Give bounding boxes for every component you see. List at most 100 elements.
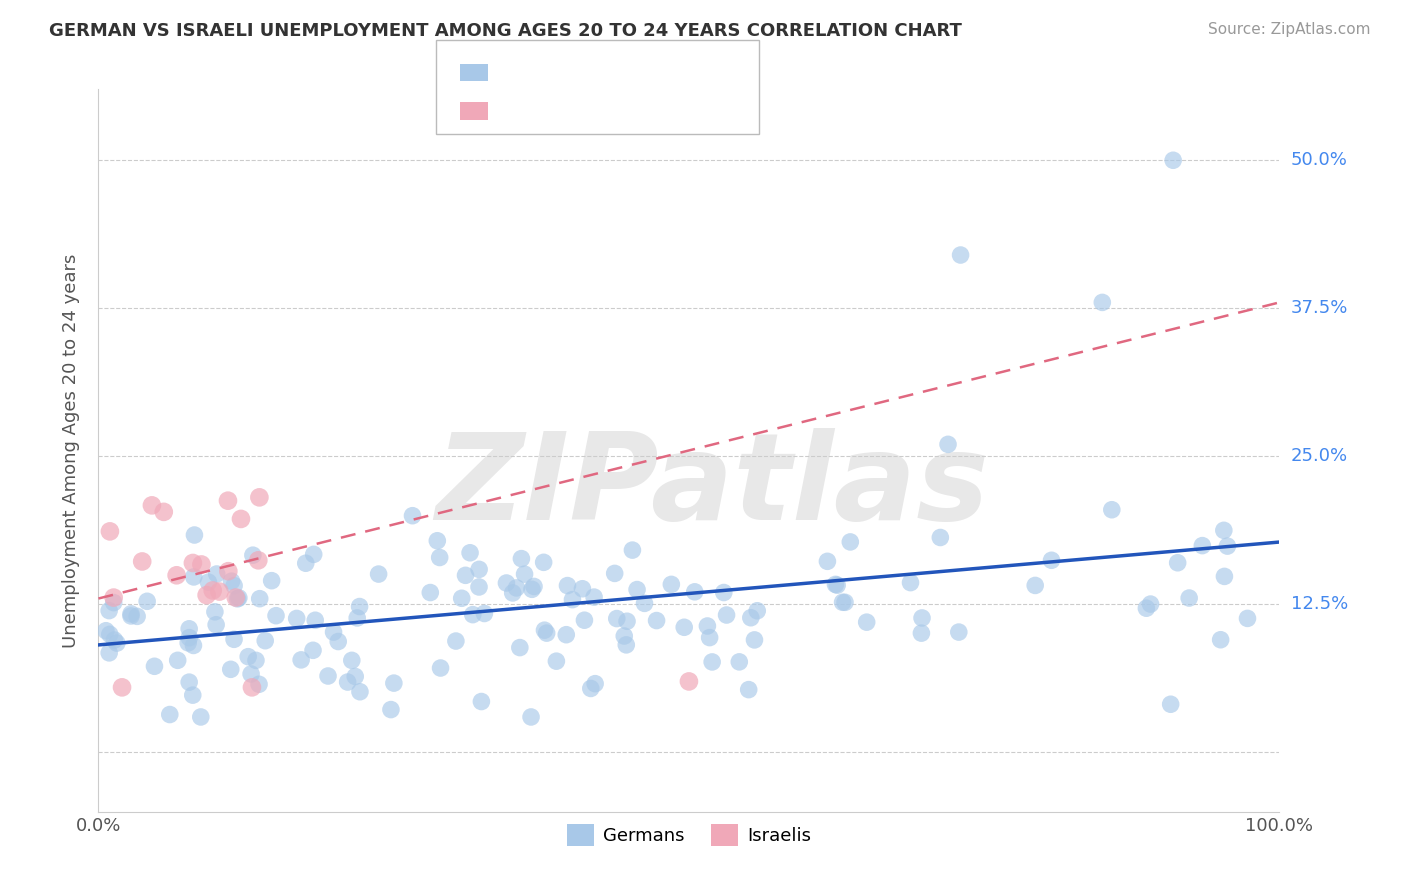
Point xyxy=(557,578,579,592)
Point xyxy=(221,574,243,589)
Point xyxy=(285,611,308,625)
Point xyxy=(201,583,224,598)
Point xyxy=(302,547,325,561)
Point xyxy=(1139,597,1161,611)
Point xyxy=(254,633,277,648)
Point xyxy=(1101,502,1123,516)
Point xyxy=(911,611,934,625)
Point xyxy=(824,577,846,591)
Point xyxy=(217,564,239,578)
Point xyxy=(181,688,204,702)
Point xyxy=(696,619,718,633)
Point xyxy=(179,631,201,645)
Point xyxy=(217,493,239,508)
Point xyxy=(322,625,344,640)
Point xyxy=(1191,539,1213,553)
Text: 25.0%: 25.0% xyxy=(1291,448,1348,466)
Text: 37.5%: 37.5% xyxy=(1291,300,1348,318)
Point xyxy=(505,581,527,595)
Point xyxy=(179,675,201,690)
Point xyxy=(226,591,249,606)
Point xyxy=(659,577,682,591)
Point xyxy=(264,608,287,623)
Point xyxy=(645,614,668,628)
Text: N =: N = xyxy=(603,63,659,82)
Point xyxy=(136,594,159,608)
Point xyxy=(183,570,205,584)
Point xyxy=(103,596,125,610)
Point xyxy=(349,684,371,698)
Point xyxy=(247,553,270,567)
Point xyxy=(1212,524,1234,538)
Point xyxy=(815,554,838,568)
Point xyxy=(247,677,270,691)
Point xyxy=(208,584,231,599)
Point xyxy=(454,568,477,582)
Point xyxy=(179,622,201,636)
Point xyxy=(929,531,952,545)
Point xyxy=(367,567,389,582)
Point xyxy=(304,613,326,627)
Point xyxy=(111,681,134,695)
Point xyxy=(555,628,578,642)
Point xyxy=(533,555,555,569)
Point xyxy=(509,640,531,655)
Point xyxy=(583,590,606,604)
Point xyxy=(336,675,359,690)
Point xyxy=(468,562,491,576)
Point xyxy=(613,629,636,643)
Point xyxy=(183,639,205,653)
Point xyxy=(429,661,451,675)
Point xyxy=(606,611,628,625)
Point xyxy=(936,437,959,451)
Point xyxy=(1178,591,1201,605)
Point xyxy=(260,574,283,588)
Point xyxy=(105,636,128,650)
Point xyxy=(245,653,267,667)
Point xyxy=(683,584,706,599)
Point xyxy=(242,548,264,562)
Point xyxy=(678,674,700,689)
Point xyxy=(349,599,371,614)
Point xyxy=(461,607,484,622)
Text: N =: N = xyxy=(603,101,659,120)
Point xyxy=(238,649,260,664)
Point xyxy=(834,595,856,609)
Point xyxy=(426,533,449,548)
Point xyxy=(1040,553,1063,567)
Point xyxy=(229,512,252,526)
Point xyxy=(380,702,402,716)
Point xyxy=(249,591,271,606)
Point xyxy=(219,662,242,676)
Point xyxy=(240,681,263,695)
Point xyxy=(344,669,367,683)
Point xyxy=(1160,698,1182,712)
Point xyxy=(1024,578,1046,592)
Point xyxy=(744,632,766,647)
Point xyxy=(294,556,316,570)
Point xyxy=(1209,632,1232,647)
Point xyxy=(1236,611,1258,625)
Point xyxy=(143,659,166,673)
Point xyxy=(738,682,761,697)
Point xyxy=(839,535,862,549)
Point xyxy=(382,676,405,690)
Point xyxy=(316,669,339,683)
Point xyxy=(205,566,228,581)
Point xyxy=(225,591,247,605)
Text: 0.124: 0.124 xyxy=(544,101,606,120)
Point xyxy=(302,643,325,657)
Text: 0.267: 0.267 xyxy=(544,63,606,82)
Point xyxy=(204,605,226,619)
Point xyxy=(152,505,174,519)
Point xyxy=(728,655,751,669)
Point xyxy=(98,627,121,641)
Point xyxy=(510,551,533,566)
Point xyxy=(450,591,472,606)
Point xyxy=(197,575,219,590)
Point xyxy=(825,578,848,592)
Point xyxy=(470,694,492,708)
Point xyxy=(141,499,163,513)
Point xyxy=(429,550,451,565)
Point xyxy=(228,591,250,605)
